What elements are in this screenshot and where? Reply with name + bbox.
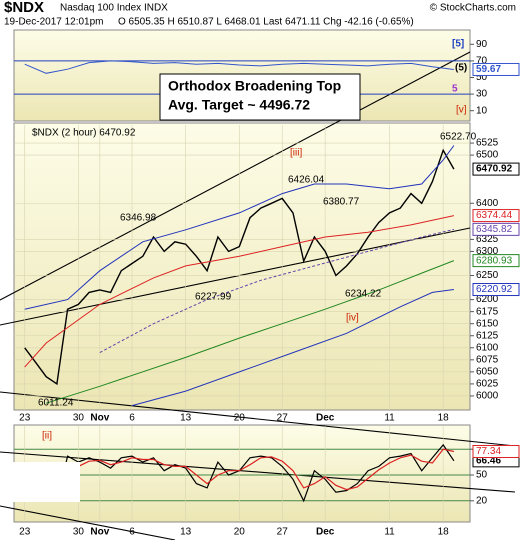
y-tick-label: 6100 <box>476 342 499 353</box>
x-tick-label: 11 <box>384 527 395 538</box>
series-line <box>24 215 455 368</box>
y-tick-label: 70 <box>476 56 488 67</box>
annotation: 5 <box>452 84 458 95</box>
value-label: 59.67 <box>476 64 501 75</box>
value-label-box <box>472 162 520 176</box>
annotation: 6426.04 <box>288 175 325 186</box>
date: 19-Dec-2017 12:01pm <box>4 17 104 28</box>
annotation: [iii] <box>290 148 302 159</box>
y-tick-label: 90 <box>476 39 488 50</box>
annotation: 6380.77 <box>323 197 360 208</box>
annotation: 6011.24 <box>38 398 74 409</box>
x-tick-label: 27 <box>277 413 289 424</box>
value-label-box <box>472 283 520 297</box>
series-line <box>46 260 455 404</box>
value-label: 6345.82 <box>476 224 513 235</box>
annotation: [v] <box>456 105 467 116</box>
x-tick-label: Dec <box>316 527 335 538</box>
series-line <box>24 60 454 74</box>
y-tick-label: 6200 <box>476 294 499 305</box>
x-tick-label: Nov <box>90 413 109 424</box>
series-line <box>131 289 454 407</box>
y-tick-label: 6300 <box>476 246 499 257</box>
x-tick-label: 23 <box>19 413 31 424</box>
y-tick-label: 50 <box>476 470 488 481</box>
trendline <box>0 505 176 540</box>
annotation: [iv] <box>346 313 359 324</box>
x-tick-label: Nov <box>90 527 109 538</box>
x-tick-label: 23 <box>19 527 31 538</box>
y-tick-label: 6325 <box>476 234 499 245</box>
y-tick-label: 6000 <box>476 391 499 402</box>
value-label: 6220.92 <box>476 284 513 295</box>
x-tick-label: 20 <box>234 527 246 538</box>
value-label-box <box>472 444 520 458</box>
value-label-box <box>472 62 520 76</box>
trendline <box>0 391 516 447</box>
copyright: © StockCharts.com <box>430 3 516 14</box>
y-tick-label: 50 <box>476 72 488 83</box>
box-line: Avg. Target ~ 4496.72 <box>168 97 310 113</box>
box-line: Orthodox Broadening Top <box>168 78 341 94</box>
value-label: 6470.92 <box>476 164 513 175</box>
x-tick-label: 18 <box>438 413 450 424</box>
y-tick-label: 6525 <box>476 138 499 149</box>
symbol: $NDX <box>4 0 44 16</box>
x-tick-label: 30 <box>73 413 85 424</box>
y-tick-label: 20 <box>476 495 488 506</box>
x-tick-label: 27 <box>277 527 289 538</box>
annotation: [5] <box>452 39 464 50</box>
y-tick-label: 6050 <box>476 367 499 378</box>
y-tick-label: 10 <box>476 105 488 116</box>
value-label: 66.46 <box>476 455 501 466</box>
x-tick-label: 20 <box>234 413 246 424</box>
x-tick-label: 18 <box>438 527 450 538</box>
y-tick-label: 6075 <box>476 354 499 365</box>
legend: $NDX (2 hour) 6470.92 <box>32 128 136 139</box>
annotation: 6346.98 <box>120 213 157 224</box>
annotation-box-cut <box>0 462 80 502</box>
series-line <box>24 145 455 310</box>
value-label: 6280.93 <box>476 255 513 266</box>
x-tick-label: 13 <box>180 527 192 538</box>
x-tick-label: 11 <box>384 413 395 424</box>
annotation: 6234.22 <box>345 289 382 300</box>
y-tick-label: 6150 <box>476 318 499 329</box>
annotation-box <box>159 73 361 121</box>
quote: O 6505.35 H 6510.87 L 6468.01 Last 6471.… <box>118 17 414 28</box>
y-tick-label: 6025 <box>476 379 499 390</box>
annotation: (5) <box>455 63 467 74</box>
value-label-box <box>472 209 520 223</box>
x-tick-label: 6 <box>129 413 135 424</box>
y-tick-label: 6175 <box>476 306 499 317</box>
panel-bottom <box>13 424 471 523</box>
x-tick-label: 13 <box>180 413 192 424</box>
index-name: Nasdaq 100 Index INDX <box>60 3 168 14</box>
value-label: 6374.44 <box>476 210 513 221</box>
series-line <box>99 228 455 354</box>
value-label: 77.34 <box>476 446 501 457</box>
x-tick-label: Dec <box>316 413 335 424</box>
value-label-box <box>472 222 520 236</box>
annotation: [ii] <box>42 431 52 442</box>
annotation: 6522.70 <box>440 132 477 143</box>
y-tick-label: 6250 <box>476 270 499 281</box>
y-tick-label: 6400 <box>476 198 499 209</box>
annotation: 6227.99 <box>195 292 232 303</box>
series-line <box>24 148 455 386</box>
x-tick-label: 30 <box>73 527 85 538</box>
value-label-box <box>472 254 520 268</box>
series-line <box>24 448 455 499</box>
y-tick-label: 6125 <box>476 330 499 341</box>
x-tick-label: 6 <box>129 527 135 538</box>
y-tick-label: 6500 <box>476 150 499 161</box>
panel-main <box>13 122 471 411</box>
y-tick-label: 30 <box>476 89 488 100</box>
